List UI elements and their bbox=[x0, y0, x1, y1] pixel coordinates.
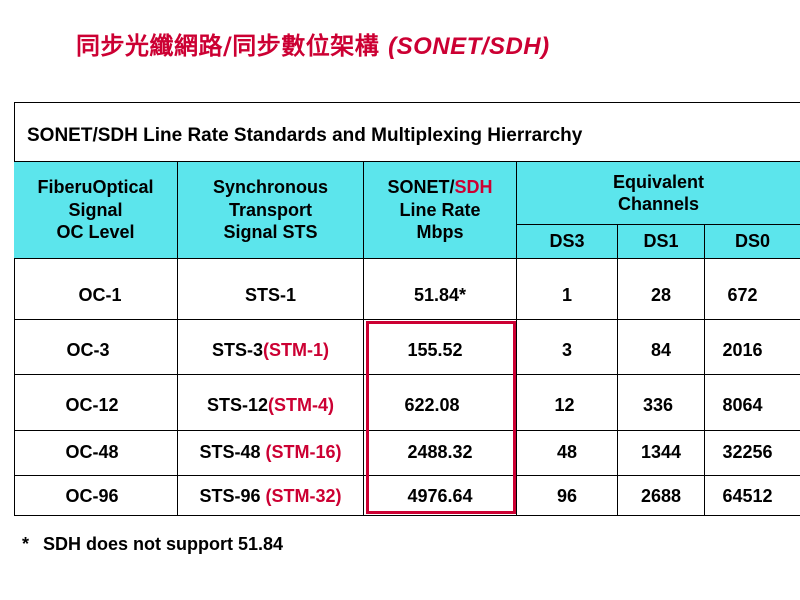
row3-ds1: 336 bbox=[642, 394, 674, 415]
header-ds3: DS3 bbox=[517, 225, 617, 258]
header-sts-line2: Transport bbox=[228, 199, 312, 220]
row4-ds1: 1344 bbox=[640, 442, 682, 463]
row3-stm-label: (STM-4) bbox=[268, 394, 335, 415]
row2-sts: STS-3 (STM-1) bbox=[178, 327, 363, 373]
header-sts-line3: Signal STS bbox=[223, 222, 318, 243]
row2-oc: OC-3 bbox=[66, 339, 110, 360]
grid-line bbox=[617, 224, 618, 515]
slide-title-chinese: 同步光纖網路/同步數位架構 bbox=[76, 32, 389, 60]
slide-title: 同步光纖網路/同步數位架構 (SONET/SDH) bbox=[76, 26, 550, 61]
header-ds0: DS0 bbox=[705, 225, 800, 258]
grid-line bbox=[516, 161, 517, 515]
row5-sts-label: STS-96 bbox=[199, 485, 266, 506]
header-equivalent-channels: Equivalent Channels bbox=[517, 162, 800, 224]
grid-line bbox=[14, 374, 800, 375]
grid-line bbox=[14, 319, 800, 320]
row5-oc: OC-96 bbox=[65, 485, 119, 506]
row1-ds0: 672 bbox=[727, 284, 758, 305]
row4-ds3: 48 bbox=[556, 442, 578, 463]
row4-oc: OC-48 bbox=[65, 442, 119, 463]
header-oc-level: FiberuOptical Signal OC Level bbox=[14, 162, 177, 258]
row4-sts-label: STS-48 bbox=[199, 442, 266, 463]
row3-ds3: 12 bbox=[554, 394, 575, 415]
row4-sts: STS-48 (STM-16) bbox=[178, 431, 363, 474]
header-sts-line1: Synchronous bbox=[212, 177, 328, 198]
grid-line bbox=[14, 430, 800, 431]
header-rate-line2: Line Rate bbox=[399, 199, 481, 220]
header-oc-line3: OC Level bbox=[56, 222, 135, 243]
row2-rate: 155.52 bbox=[407, 339, 463, 360]
grid-line bbox=[363, 161, 364, 515]
grid-line bbox=[14, 515, 800, 516]
grid-line bbox=[14, 258, 800, 259]
row5-ds3: 96 bbox=[556, 485, 578, 506]
row4-stm-label: (STM-16) bbox=[265, 442, 342, 463]
header-line-rate: SONET/SDH Line Rate Mbps bbox=[364, 162, 516, 258]
table-title: SONET/SDH Line Rate Standards and Multip… bbox=[27, 125, 583, 146]
row1-ds1: 28 bbox=[650, 284, 672, 305]
header-rate-line1: SONET/SDH bbox=[387, 176, 492, 199]
row1-ds3: 1 bbox=[561, 284, 572, 305]
header-rate-line3: Mbps bbox=[416, 222, 464, 243]
row5-stm-label: (STM-32) bbox=[265, 485, 342, 506]
header-ds1: DS1 bbox=[618, 225, 704, 258]
row1-sts: STS-1 bbox=[178, 272, 363, 318]
footnote-asterisk: * bbox=[22, 534, 30, 554]
slide-title-english: (SONET/SDH) bbox=[388, 33, 550, 60]
row5-sts: STS-96 (STM-32) bbox=[178, 476, 363, 516]
row5-ds1: 2688 bbox=[640, 485, 682, 506]
grid-line bbox=[517, 224, 800, 225]
header-rate-sonet: SONET/ bbox=[387, 177, 455, 198]
row4-ds0: 32256 bbox=[722, 442, 773, 463]
row2-stm-label: (STM-1) bbox=[263, 339, 329, 360]
grid-line bbox=[704, 224, 705, 515]
sdh-rate-highlight-box bbox=[366, 321, 516, 514]
grid-line bbox=[14, 475, 800, 476]
header-equiv-line2: Channels bbox=[617, 194, 700, 214]
footnote: * SDH does not support 51.84 bbox=[22, 534, 283, 555]
header-rate-sdh: SDH bbox=[454, 177, 493, 198]
row2-ds0: 2016 bbox=[722, 339, 763, 360]
grid-line bbox=[14, 161, 800, 162]
row3-oc: OC-12 bbox=[65, 394, 119, 415]
table-frame bbox=[14, 102, 800, 516]
row5-ds0: 64512 bbox=[722, 485, 773, 506]
row3-sts-label: STS-12 bbox=[206, 394, 269, 415]
grid-line bbox=[177, 161, 178, 515]
row4-rate: 2488.32 bbox=[407, 442, 473, 463]
row3-ds0: 8064 bbox=[722, 394, 763, 415]
row1-rate: 51.84* bbox=[413, 284, 467, 305]
row1-oc: OC-1 bbox=[78, 284, 122, 305]
header-sts: Synchronous Transport Signal STS bbox=[178, 162, 363, 258]
row2-ds1: 84 bbox=[650, 339, 672, 360]
header-oc-line2: Signal bbox=[68, 199, 123, 220]
header-equiv-line1: Equivalent bbox=[612, 171, 705, 192]
row2-sts-label: STS-3 bbox=[211, 339, 263, 360]
row2-ds3: 3 bbox=[561, 339, 572, 360]
row1-sts-label: STS-1 bbox=[244, 284, 296, 305]
header-oc-line1: FiberuOptical bbox=[37, 177, 154, 198]
footnote-text: SDH does not support 51.84 bbox=[43, 534, 284, 554]
row3-sts: STS-12 (STM-4) bbox=[178, 382, 363, 428]
row5-rate: 4976.64 bbox=[407, 485, 473, 506]
row3-rate: 622.08 bbox=[404, 394, 460, 415]
